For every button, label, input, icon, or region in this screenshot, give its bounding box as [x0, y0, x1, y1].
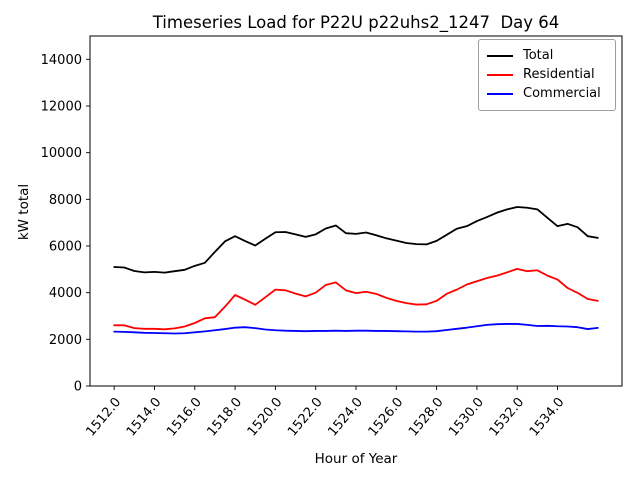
y-tick-label: 12000 — [41, 100, 82, 115]
legend-item-commercial: Commercial — [487, 84, 607, 103]
x-tick-label: 1524.0 — [325, 395, 366, 439]
x-tick-label: 1520.0 — [245, 395, 286, 439]
x-tick-label: 1526.0 — [366, 395, 407, 439]
series-line-total — [113, 206, 599, 274]
legend-item-residential: Residential — [487, 65, 607, 84]
y-tick-label: 2000 — [49, 333, 82, 348]
legend-label: Commercial — [523, 86, 601, 101]
y-tick-label: 8000 — [49, 193, 82, 208]
legend-label: Total — [523, 48, 554, 63]
y-tick-label: 0 — [74, 380, 82, 395]
x-tick-label: 1518.0 — [204, 395, 245, 439]
x-tick-label: 1532.0 — [487, 395, 528, 439]
x-axis-label: Hour of Year — [314, 451, 398, 467]
x-tick-label: 1522.0 — [285, 395, 326, 439]
y-tick-label: 4000 — [49, 286, 82, 301]
x-tick-label: 1530.0 — [446, 395, 487, 439]
y-tick-label: 10000 — [41, 146, 82, 161]
series-line-residential — [113, 267, 599, 331]
y-tick-label: 14000 — [41, 53, 82, 68]
legend-line-swatch — [487, 54, 513, 57]
legend: Total Residential Commercial — [478, 39, 616, 111]
x-tick-label: 1516.0 — [164, 395, 205, 439]
legend-line-swatch — [487, 92, 513, 95]
x-tick-label: 1528.0 — [406, 395, 447, 439]
x-tick-label: 1512.0 — [84, 395, 125, 439]
x-tick-label: 1514.0 — [124, 395, 165, 439]
legend-item-total: Total — [487, 46, 607, 65]
y-tick-label: 6000 — [49, 240, 82, 255]
x-tick-label: 1534.0 — [527, 395, 568, 439]
chart-title: Timeseries Load for P22U p22uhs2_1247 Da… — [152, 13, 560, 32]
y-axis-label: kW total — [16, 183, 32, 241]
legend-line-swatch — [487, 73, 513, 76]
series-line-commercial — [113, 323, 599, 335]
legend-label: Residential — [523, 67, 595, 82]
